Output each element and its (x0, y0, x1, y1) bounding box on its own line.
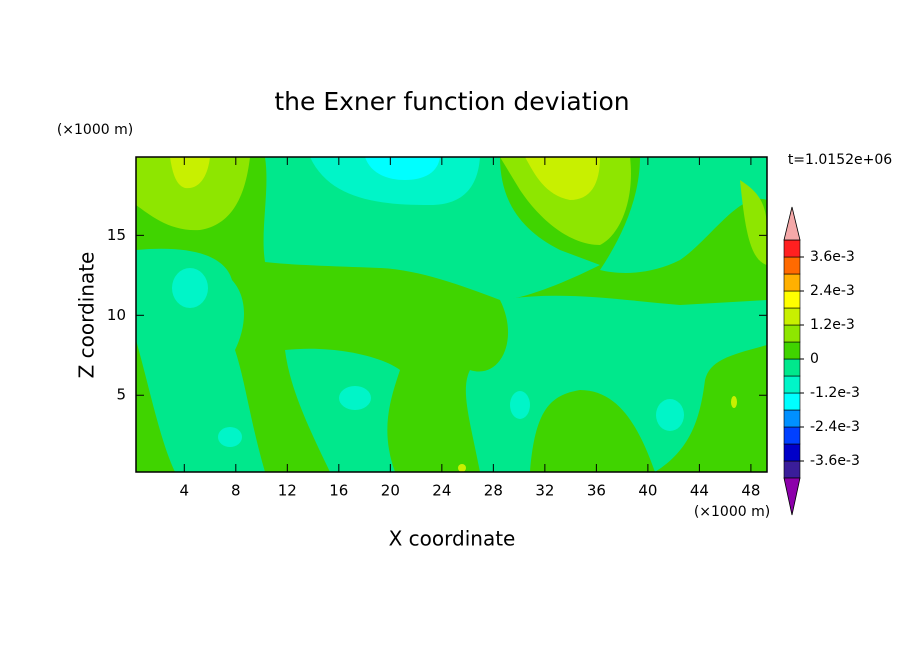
x-tick-label: 40 (638, 482, 657, 500)
contour-region (510, 391, 530, 419)
x-tick-label: 24 (432, 482, 451, 500)
colorbar-box (783, 392, 801, 411)
x-unit: (×1000 m) (694, 504, 770, 520)
contour-region (740, 180, 767, 265)
colorbar-box (783, 324, 801, 343)
colorbar-box (783, 375, 801, 394)
x-tick-label: 28 (484, 482, 503, 500)
colorbar-box (783, 358, 801, 377)
x-tick-label: 4 (180, 482, 190, 500)
colorbar-box (783, 290, 801, 309)
y-tick-label: 15 (107, 226, 126, 244)
contour-region (500, 157, 631, 245)
contour-region (731, 396, 737, 408)
colorbar-box (783, 273, 801, 292)
colorbar-tick-label: 1.2e-3 (810, 317, 855, 333)
contour-region (218, 427, 242, 447)
colorbar-box (783, 341, 801, 360)
contour-region (136, 248, 265, 472)
x-tick-label: 8 (231, 482, 241, 500)
colorbar-over (783, 206, 801, 241)
x-tick-label: 20 (381, 482, 400, 500)
chart-title: the Exner function deviation (274, 87, 629, 116)
contour-region (458, 464, 466, 472)
contour-region (525, 157, 600, 200)
contour-region (600, 157, 767, 273)
contour-region (465, 295, 767, 472)
colorbar-box (783, 409, 801, 428)
y-axis-label: Z coordinate (75, 252, 99, 379)
contour-region (285, 348, 400, 472)
y-tick-label: 10 (107, 306, 126, 324)
x-tick-label: 32 (535, 482, 554, 500)
contour-region (339, 386, 371, 410)
x-tick-label: 44 (690, 482, 709, 500)
contour-region (310, 157, 480, 205)
colorbar-under (783, 477, 801, 516)
colorbar-tick-label: 3.6e-3 (810, 249, 855, 265)
x-tick-label: 16 (329, 482, 348, 500)
colorbar-tick-label: 0 (810, 351, 819, 367)
annotation: t=1.0152e+06 (788, 152, 892, 168)
x-tick-label: 36 (587, 482, 606, 500)
colorbar-box (783, 443, 801, 462)
contour-field (136, 157, 767, 472)
x-axis-label: X coordinate (389, 527, 516, 551)
colorbar-tick-label: 2.4e-3 (810, 283, 855, 299)
plot-frame (135, 156, 768, 473)
colorbar-box (783, 426, 801, 445)
colorbar-box (783, 239, 801, 258)
colorbar-box (783, 460, 801, 479)
colorbar-tick-label: -3.6e-3 (810, 453, 860, 469)
colorbar-box (783, 307, 801, 326)
contour-region (172, 268, 208, 308)
contour-region (365, 157, 440, 180)
x-tick-label: 12 (278, 482, 297, 500)
contour-region (656, 399, 684, 431)
colorbar-tick-label: -2.4e-3 (810, 419, 860, 435)
colorbar-tick-label: -1.2e-3 (810, 385, 860, 401)
contour-region (136, 157, 250, 231)
y-unit: (×1000 m) (57, 122, 133, 138)
x-tick-label: 48 (741, 482, 760, 500)
colorbar-box (783, 256, 801, 275)
y-tick-label: 5 (116, 386, 126, 404)
contour-region (170, 157, 210, 189)
